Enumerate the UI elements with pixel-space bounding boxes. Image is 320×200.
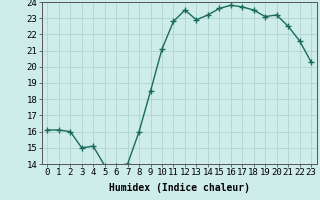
X-axis label: Humidex (Indice chaleur): Humidex (Indice chaleur) <box>109 183 250 193</box>
